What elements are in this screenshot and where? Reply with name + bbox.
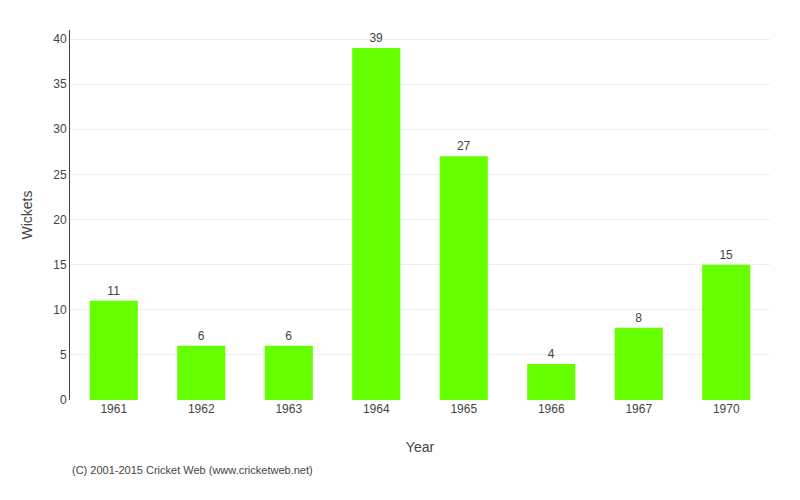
svg-text:(C) 2001-2015 Cricket Web (www: (C) 2001-2015 Cricket Web (www.cricketwe…: [72, 464, 313, 476]
svg-text:27: 27: [457, 139, 471, 153]
svg-text:1964: 1964: [363, 402, 390, 416]
svg-text:1970: 1970: [713, 402, 740, 416]
svg-text:Wickets: Wickets: [19, 191, 35, 240]
svg-text:40: 40: [53, 32, 67, 46]
svg-text:6: 6: [198, 329, 205, 343]
svg-text:39: 39: [369, 31, 383, 45]
svg-text:4: 4: [548, 347, 555, 361]
svg-text:8: 8: [635, 311, 642, 325]
svg-text:15: 15: [53, 258, 67, 272]
svg-text:25: 25: [53, 168, 67, 182]
svg-text:30: 30: [53, 122, 67, 136]
svg-text:5: 5: [60, 348, 67, 362]
svg-text:6: 6: [285, 329, 292, 343]
svg-text:1967: 1967: [625, 402, 652, 416]
svg-text:1962: 1962: [188, 402, 215, 416]
svg-text:20: 20: [53, 213, 67, 227]
svg-text:11: 11: [107, 284, 120, 298]
svg-text:1965: 1965: [450, 402, 477, 416]
svg-text:1963: 1963: [275, 402, 302, 416]
svg-text:35: 35: [53, 77, 67, 91]
svg-text:1961: 1961: [100, 402, 127, 416]
svg-text:15: 15: [719, 248, 733, 262]
svg-text:10: 10: [53, 303, 67, 317]
svg-text:0: 0: [60, 393, 67, 407]
svg-text:1966: 1966: [538, 402, 565, 416]
svg-text:Year: Year: [406, 439, 435, 455]
